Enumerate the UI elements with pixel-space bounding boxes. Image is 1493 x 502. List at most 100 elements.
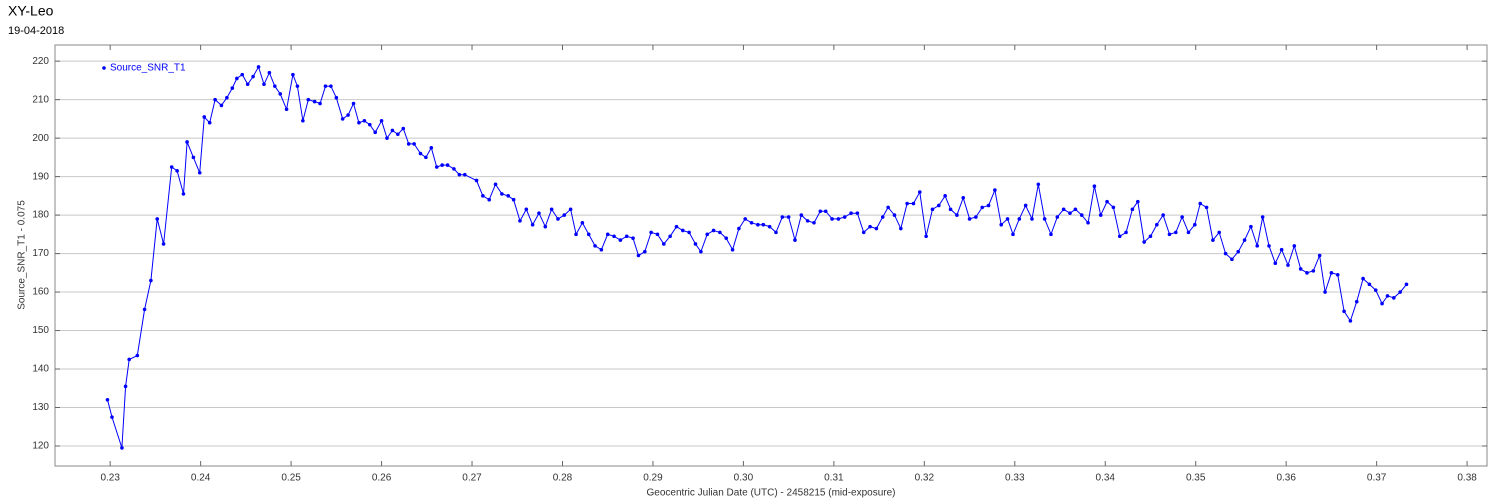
data-point — [1042, 217, 1047, 221]
x-tick-label: 0.30 — [734, 473, 754, 484]
data-point — [434, 165, 439, 169]
data-point — [334, 95, 339, 100]
data-point — [593, 244, 597, 248]
data-point — [918, 190, 922, 194]
data-point — [674, 224, 679, 229]
data-point — [1279, 247, 1284, 252]
data-point — [1342, 309, 1346, 314]
data-point — [256, 65, 261, 69]
data-point — [705, 232, 710, 237]
data-point — [1392, 296, 1396, 300]
data-point — [1335, 272, 1340, 277]
x-tick-label: 0.25 — [281, 473, 301, 484]
data-point — [830, 217, 834, 221]
data-point — [855, 211, 860, 215]
data-point — [681, 228, 685, 233]
data-point — [390, 128, 395, 133]
x-tick-label: 0.37 — [1367, 473, 1387, 484]
data-point — [687, 230, 691, 235]
data-point — [649, 230, 653, 235]
data-point — [868, 224, 872, 229]
y-tick-label: 160 — [32, 287, 49, 298]
y-axis-label: Source_SNR_T1 - 0.075 — [17, 200, 28, 310]
data-point — [1174, 230, 1178, 235]
data-point — [346, 113, 350, 117]
x-tick-label: 0.23 — [100, 473, 120, 484]
data-point — [373, 130, 378, 135]
data-point — [842, 215, 847, 219]
data-point — [549, 207, 554, 212]
data-point — [457, 172, 462, 177]
x-tick-label: 0.32 — [915, 473, 935, 484]
data-point — [511, 197, 516, 202]
data-point — [506, 194, 511, 198]
data-point — [556, 217, 560, 221]
data-point — [793, 238, 797, 242]
y-tick-label: 170 — [32, 248, 49, 259]
data-point — [948, 207, 953, 212]
data-point — [385, 136, 389, 140]
data-point — [711, 228, 716, 233]
data-point — [379, 119, 384, 123]
data-point — [127, 357, 131, 362]
data-point — [1204, 205, 1209, 210]
x-tick-label: 0.26 — [372, 473, 392, 484]
data-point — [636, 253, 641, 258]
y-tick-label: 220 — [32, 56, 49, 67]
data-point — [105, 398, 110, 402]
data-point — [318, 101, 322, 106]
data-point — [110, 415, 114, 419]
data-point — [930, 207, 935, 212]
data-point — [424, 155, 428, 160]
data-point — [1155, 222, 1159, 227]
data-point — [880, 215, 885, 219]
data-point — [805, 219, 810, 223]
data-point — [123, 384, 128, 389]
x-tick-label: 0.31 — [824, 473, 844, 484]
data-point — [823, 209, 828, 214]
data-point — [993, 188, 997, 192]
data-point — [340, 117, 345, 121]
data-point — [1249, 224, 1253, 229]
data-point — [1311, 269, 1316, 273]
y-tick-label: 190 — [32, 171, 49, 182]
data-point — [568, 207, 573, 212]
legend-marker — [102, 66, 106, 70]
data-point — [235, 76, 239, 81]
data-point — [245, 82, 250, 87]
data-point — [761, 222, 766, 227]
data-point — [836, 217, 841, 221]
data-point — [943, 194, 947, 198]
data-point — [1317, 253, 1322, 258]
data-point — [724, 236, 729, 240]
data-point — [1193, 222, 1197, 227]
data-point — [693, 242, 698, 246]
y-tick-label: 180 — [32, 210, 49, 221]
data-point — [718, 230, 722, 235]
data-point — [892, 213, 897, 217]
data-point — [1117, 234, 1122, 239]
data-point — [351, 101, 356, 106]
data-point — [1092, 184, 1097, 189]
data-point — [251, 74, 255, 79]
x-tick-label: 0.24 — [191, 473, 211, 484]
data-point — [1292, 244, 1297, 248]
data-point — [937, 203, 941, 208]
data-point — [974, 215, 978, 219]
data-point — [396, 132, 400, 137]
data-point — [240, 72, 245, 77]
data-point — [1217, 230, 1222, 235]
data-point — [487, 197, 492, 202]
data-point — [323, 84, 328, 88]
x-tick-label: 0.28 — [553, 473, 573, 484]
data-point — [219, 103, 224, 108]
data-point — [462, 172, 467, 177]
data-point — [273, 84, 277, 88]
data-point — [1111, 205, 1116, 210]
x-axis-label: Geocentric Julian Date (UTC) - 2458215 (… — [647, 488, 896, 499]
data-point — [1298, 267, 1303, 271]
data-point — [1404, 282, 1409, 287]
data-point — [161, 242, 166, 246]
data-point — [905, 201, 909, 206]
